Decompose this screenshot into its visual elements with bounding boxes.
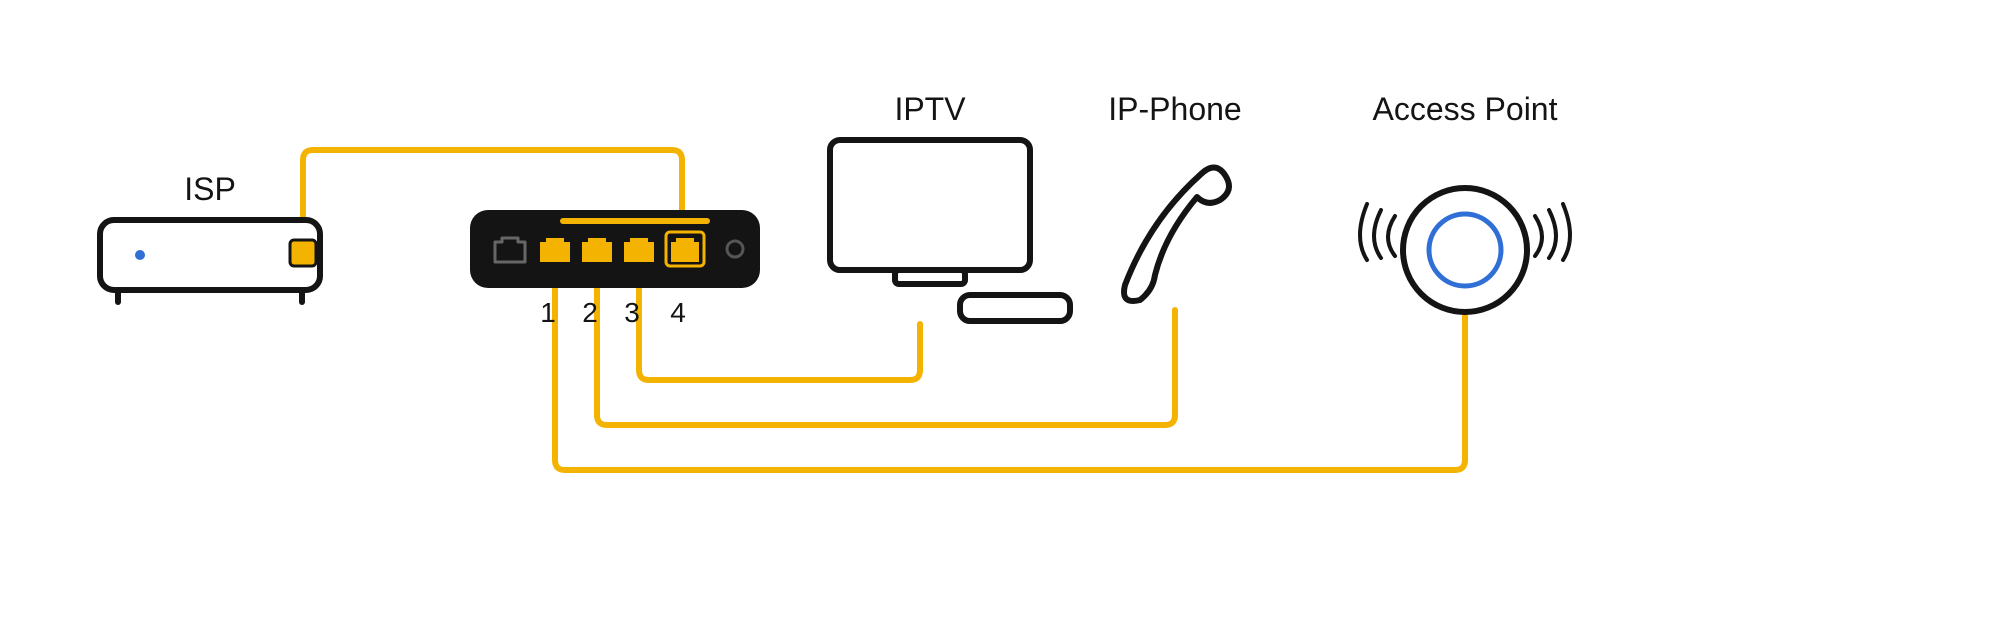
router-port-label-2: 2 bbox=[582, 297, 598, 328]
iptv-label: IPTV bbox=[894, 91, 966, 127]
isp-label: ISP bbox=[184, 171, 236, 207]
ipphone-label: IP-Phone bbox=[1108, 91, 1241, 127]
network-diagram: ISP 1234 IPTV IP-Phone Access Point bbox=[0, 0, 2000, 622]
router-port-label-4: 4 bbox=[670, 297, 686, 328]
router-port-label-3: 3 bbox=[624, 297, 640, 328]
router-port-label-1: 1 bbox=[540, 297, 556, 328]
ap-label: Access Point bbox=[1373, 91, 1558, 127]
